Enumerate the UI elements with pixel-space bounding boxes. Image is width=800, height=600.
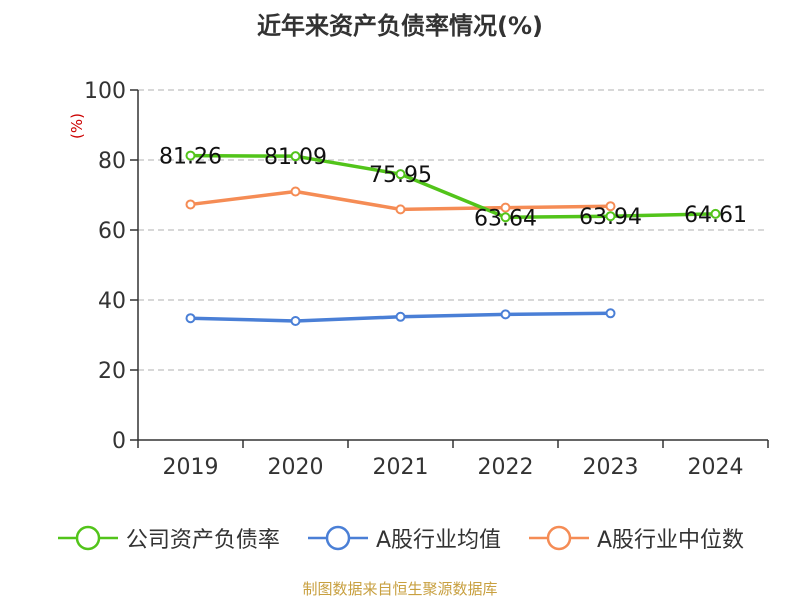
y-tick-label: 20: [98, 359, 126, 384]
y-tick-label: 60: [98, 219, 126, 244]
data-labels: 81.26 81.09 75.95 63.64 63.94 64.61: [159, 145, 747, 232]
y-axis-unit-label: (%): [68, 113, 86, 139]
x-tick-label: 2024: [688, 455, 744, 480]
data-label: 63.64: [474, 206, 537, 231]
data-label: 63.94: [579, 205, 642, 230]
data-point: [500, 309, 511, 320]
data-point: [290, 316, 301, 326]
y-tick-label: 40: [98, 289, 126, 314]
source-note: 制图数据来自恒生聚源数据库: [302, 580, 498, 598]
x-tick-label: 2019: [163, 455, 219, 480]
data-point: [395, 204, 406, 215]
data-point: [395, 169, 406, 180]
legend-symbol: [307, 525, 368, 551]
data-point: [290, 151, 301, 162]
data-point: [500, 212, 511, 223]
legend-item[interactable]: A股行业均值: [306, 522, 501, 554]
legend-symbol: [57, 525, 118, 551]
data-label: 81.26: [159, 145, 222, 170]
y-tick-label: 80: [98, 149, 126, 174]
data-point: [605, 211, 616, 222]
series-line: [190, 153, 716, 220]
legend-symbol: [529, 525, 589, 551]
data-point: [290, 186, 301, 197]
series-lines: [185, 150, 721, 326]
legend-item[interactable]: 公司资产负债率: [56, 522, 280, 554]
y-tick-label: 100: [84, 79, 126, 104]
x-tick-label: 2022: [478, 455, 534, 480]
data-point: [395, 311, 406, 322]
grid-lines: [138, 89, 768, 371]
legend-marker: [546, 525, 572, 551]
data-point: [185, 199, 196, 210]
data-label: 81.09: [264, 145, 327, 170]
data-label: 64.61: [684, 203, 747, 228]
legend-label: 公司资产负债率: [125, 528, 280, 553]
data-point: [710, 208, 721, 219]
data-label: 75.95: [369, 163, 432, 188]
legend: 公司资产负债率 A股行业均值 A股行业中位数: [0, 518, 800, 558]
legend-marker: [75, 525, 101, 551]
y-tick-label: 0: [112, 429, 126, 454]
legend-item[interactable]: A股行业中位数: [527, 522, 744, 554]
data-point: [185, 150, 196, 161]
data-point: [185, 313, 196, 324]
legend-label: A股行业均值: [375, 528, 501, 553]
data-point: [500, 202, 511, 213]
data-point: [605, 308, 616, 319]
x-tick-label: 2023: [583, 455, 639, 480]
legend-label: A股行业中位数: [597, 528, 745, 553]
legend-marker: [325, 525, 351, 551]
x-tick-label: 2021: [373, 455, 429, 480]
axes: 0 20 40 60 80 100 2019 2020 2021 2022 2023 2024: [84, 79, 769, 480]
chart-title: 近年来资产负债率情况(%): [257, 12, 543, 40]
x-tick-label: 2020: [268, 455, 324, 480]
data-point: [605, 201, 616, 212]
